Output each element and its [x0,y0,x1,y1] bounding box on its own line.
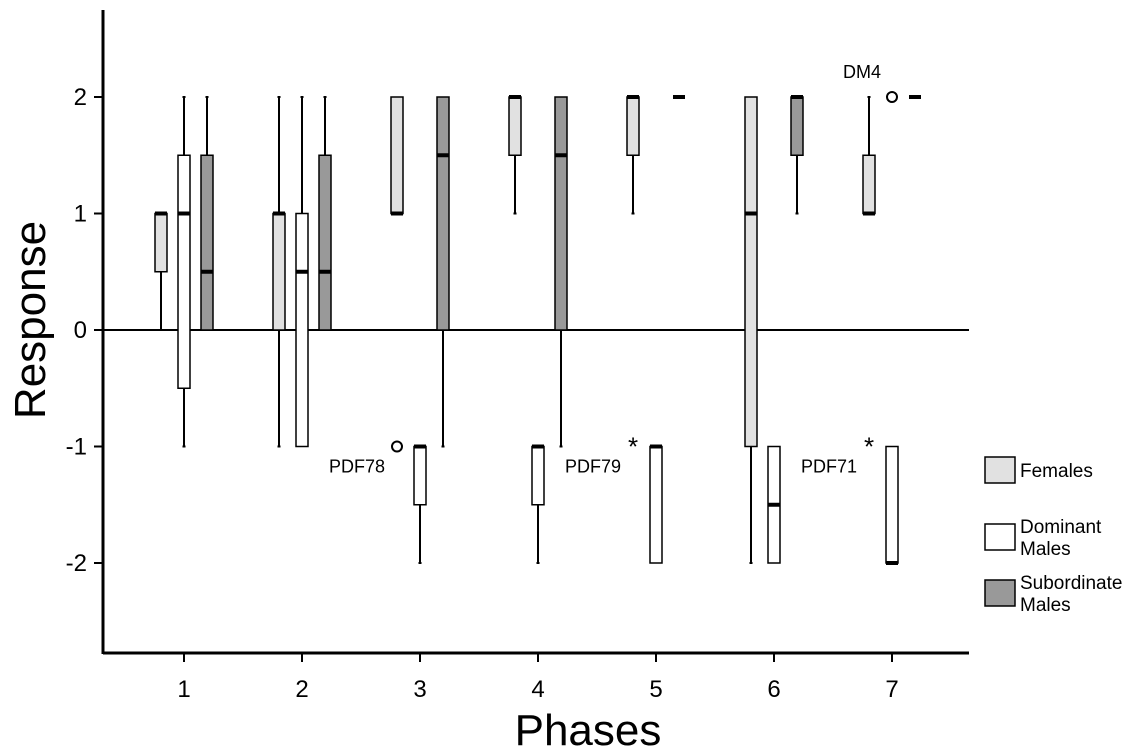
x-tick-label: 4 [531,676,544,703]
legend-label: Males [1020,539,1071,560]
box-body [626,96,640,156]
box-body [272,212,286,331]
box-dominant-males-phase-5 [649,444,663,564]
x-axis-title: Phases [515,706,662,751]
box-females-phase-5 [626,95,640,215]
outlier-label: PDF71 [801,457,857,477]
box-dominant-males-phase-7 [885,445,899,565]
box-body [295,212,309,448]
y-tick-label: -1 [66,434,87,461]
y-axis-title: Response [6,221,55,419]
box-dominant-males-phase-1 [177,96,191,448]
legend-item-females: Females [984,456,1093,484]
box-females-phase-7 [862,96,876,216]
box-females-phase-3 [390,96,404,216]
box-females-phase-4 [508,95,522,215]
box-females-phase-1 [154,211,168,331]
box-body [318,154,332,331]
outlier-circle-marker [886,91,898,103]
box-dominant-males-phase-3 [413,444,427,564]
y-tick-label: 0 [74,317,87,344]
outlier-label: PDF78 [329,457,385,477]
box-body [413,445,427,506]
box-body [554,96,568,331]
box-subordinate-males-phase-1 [200,96,214,331]
outlier-label: DM4 [843,62,881,82]
box-body [390,96,404,215]
y-tick-label: -2 [66,550,87,577]
box-subordinate-males-phase-3 [436,96,450,448]
box-body [177,154,191,389]
box-body [790,96,804,156]
legend-label: Subordinate [1020,573,1122,594]
box-dominant-males-phase-2 [295,96,309,448]
box-body [531,445,545,506]
box-body [862,154,876,215]
y-tick-label: 2 [74,84,87,111]
box-subordinate-males-phase-2 [318,96,332,331]
x-tick-label: 3 [413,676,426,703]
x-tick-label: 7 [885,676,898,703]
box-subordinate-males-phase-6 [790,95,804,215]
box-females-phase-2 [272,96,286,448]
legend-swatch [984,456,1016,484]
axes: Response Phases 2 1 0 -1 -2 1 2 3 4 5 6 7 [6,10,969,751]
legend-swatch [984,523,1016,551]
legend-label: Females [1020,461,1093,482]
box-body [154,212,168,273]
x-tick-label: 2 [295,676,308,703]
box-body [744,96,758,448]
plot-area: PDF78 * PDF79 * PDF71 DM4 [103,62,969,565]
y-tick-label: 1 [74,201,87,228]
box-dominant-males-phase-6 [767,445,781,564]
outlier-star-marker: * [628,432,638,462]
legend-label: Males [1020,595,1071,616]
box-body [885,445,899,564]
outlier-label: PDF79 [565,457,621,477]
box-body [649,445,663,564]
box-females-phase-6 [744,96,758,564]
box-body [508,96,522,156]
box-body [200,154,214,331]
x-tick-label: 1 [177,676,190,703]
box-subordinate-males-phase-4 [554,96,568,448]
x-tick-label: 6 [767,676,780,703]
x-tick-label: 5 [649,676,662,703]
box-body [436,96,450,331]
outlier-circle-marker [391,440,403,453]
box-dominant-males-phase-4 [531,444,545,564]
outlier-star-marker: * [864,432,874,462]
legend-swatch [984,579,1016,607]
legend-label: Dominant [1020,517,1102,538]
